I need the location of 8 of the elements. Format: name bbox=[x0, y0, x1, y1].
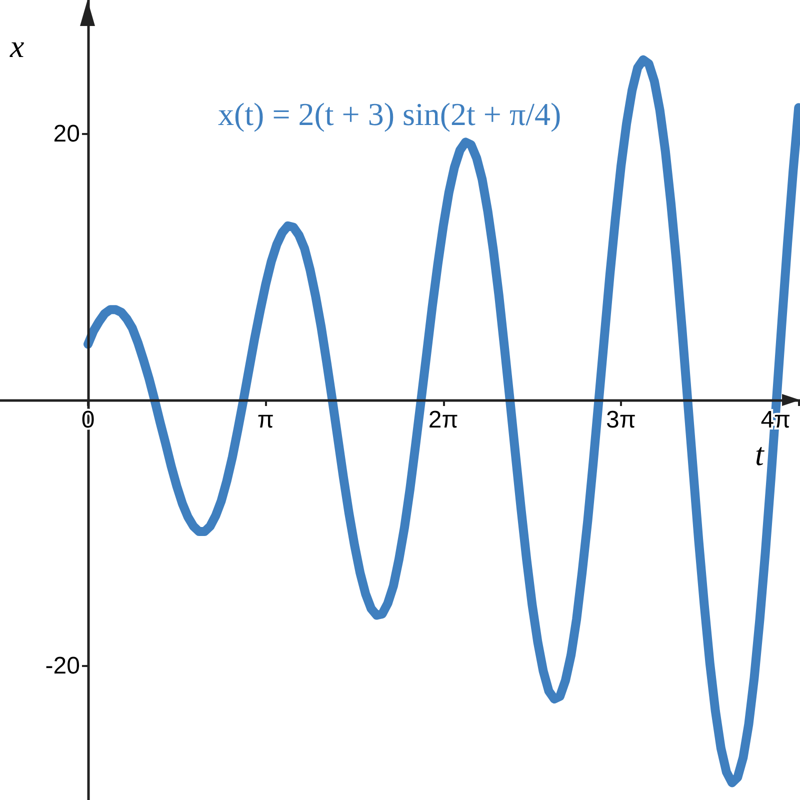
x-tick-label: 2π bbox=[428, 406, 458, 434]
x-axis-title: t bbox=[755, 436, 765, 472]
y-axis-title: x bbox=[9, 28, 24, 64]
y-tick-label: -20 bbox=[45, 652, 80, 680]
y-tick-label: 20 bbox=[53, 120, 80, 148]
x-tick-label: π bbox=[257, 406, 274, 434]
x-tick-label: 3π bbox=[606, 406, 636, 434]
annotation: x(t) = 2(t + 3) sin(2t + π/4) bbox=[218, 96, 562, 132]
